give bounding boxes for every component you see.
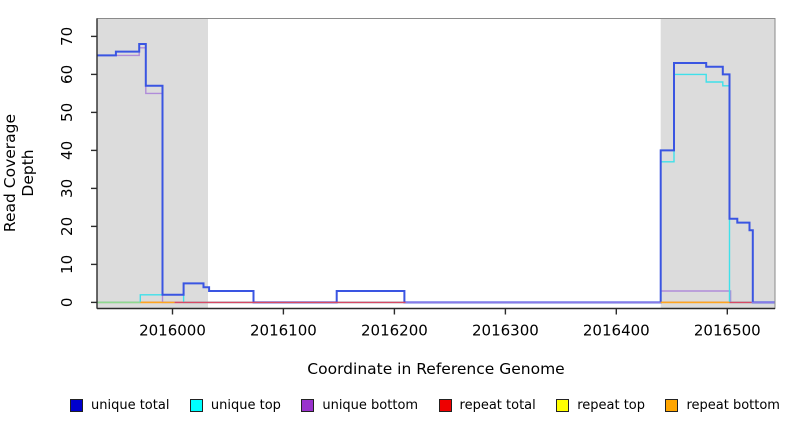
x-tick-label: 2016000	[139, 322, 206, 340]
legend-item-unique-top: unique top	[189, 398, 281, 413]
legend-label: repeat bottom	[686, 398, 780, 413]
y-tick-label: 10	[58, 255, 76, 274]
coverage-plot-canvas: 2016000 2016100 2016200 2016300 2016400 20165…	[58, 18, 776, 340]
x-tick-label: 2016400	[583, 322, 650, 340]
legend-label: unique bottom	[322, 398, 419, 413]
legend-label: unique total	[91, 398, 170, 413]
legend-swatch-icon	[556, 399, 570, 412]
legend-swatch-icon	[189, 399, 203, 412]
x-tick-label: 2016300	[472, 322, 539, 340]
x-tick-label: 2016500	[694, 322, 761, 340]
legend-swatch-icon	[70, 399, 83, 412]
legend: unique total unique top unique bottom repea…	[70, 398, 780, 413]
legend-label: unique top	[210, 398, 281, 413]
legend-label: repeat total	[459, 398, 536, 413]
y-tick-label: 50	[58, 103, 76, 122]
shaded-region	[97, 18, 208, 309]
legend-item-unique-bottom: unique bottom	[301, 398, 418, 413]
legend-item-unique-total: unique total	[70, 398, 169, 413]
x-tick-label: 2016200	[361, 322, 428, 340]
legend-swatch-icon	[665, 399, 679, 412]
x-tick-label: 2016100	[250, 322, 317, 340]
y-tick-label: 70	[58, 27, 76, 46]
series-unique-total	[97, 43, 775, 304]
legend-label: repeat top	[577, 398, 645, 413]
legend-item-repeat-total: repeat total	[438, 398, 536, 413]
y-tick-label: 60	[58, 65, 76, 84]
legend-item-repeat-top: repeat top	[556, 398, 645, 413]
x-axis-title: Coordinate in Reference Genome	[307, 360, 565, 378]
legend-swatch-icon	[438, 399, 452, 412]
y-tick-label: 30	[58, 179, 76, 198]
y-axis-title: Read Coverage Depth	[1, 113, 37, 233]
y-tick-label: 20	[58, 217, 76, 236]
y-tick-label: 0	[58, 298, 76, 308]
legend-swatch-icon	[301, 399, 315, 412]
legend-item-repeat-bottom: repeat bottom	[665, 398, 780, 413]
y-tick-label: 40	[58, 141, 76, 160]
